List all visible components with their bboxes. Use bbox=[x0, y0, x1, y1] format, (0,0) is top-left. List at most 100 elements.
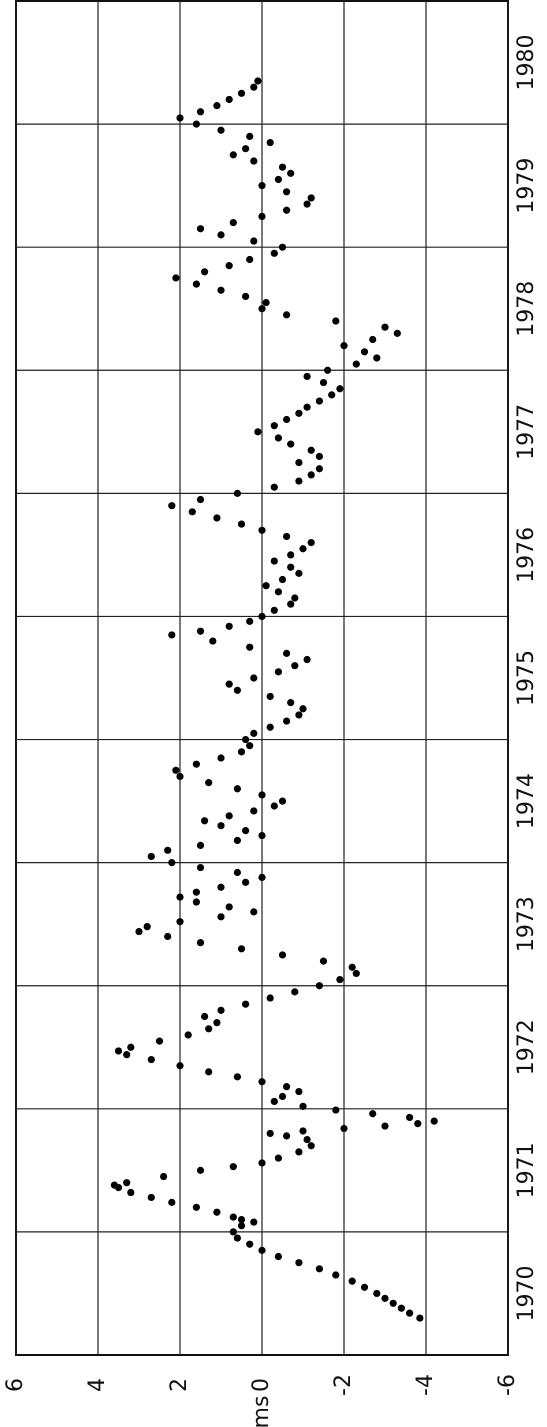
data-point bbox=[123, 1051, 131, 1059]
data-point bbox=[278, 163, 287, 171]
x-tick-label: 1973 bbox=[514, 896, 539, 952]
data-point bbox=[217, 231, 225, 239]
data-point bbox=[360, 348, 369, 356]
data-point bbox=[135, 927, 143, 936]
data-point bbox=[233, 1234, 241, 1242]
data-point bbox=[237, 89, 246, 97]
data-point bbox=[196, 495, 205, 504]
data-point bbox=[340, 1124, 348, 1133]
data-point bbox=[397, 1304, 405, 1312]
data-point bbox=[176, 1062, 184, 1070]
data-point bbox=[233, 489, 241, 497]
data-point bbox=[237, 520, 246, 528]
data-point bbox=[229, 1163, 237, 1171]
data-point bbox=[114, 1047, 123, 1055]
data-point bbox=[287, 551, 295, 559]
data-point bbox=[250, 674, 258, 682]
data-point bbox=[352, 969, 360, 978]
data-point bbox=[250, 83, 258, 91]
data-point bbox=[283, 415, 291, 424]
data-point bbox=[283, 311, 291, 319]
data-point bbox=[258, 305, 266, 313]
data-point bbox=[217, 126, 225, 134]
data-point bbox=[213, 102, 221, 110]
data-point bbox=[258, 1159, 266, 1167]
data-point bbox=[196, 841, 205, 850]
data-point bbox=[188, 508, 196, 516]
data-point bbox=[246, 132, 254, 140]
data-point bbox=[217, 913, 225, 921]
data-point bbox=[295, 477, 303, 485]
data-point bbox=[233, 836, 241, 845]
data-point bbox=[303, 655, 311, 664]
data-point bbox=[283, 206, 291, 214]
data-point bbox=[274, 175, 282, 184]
data-point bbox=[225, 680, 233, 688]
data-point bbox=[192, 760, 200, 768]
data-point bbox=[192, 1203, 200, 1211]
data-point bbox=[315, 1265, 323, 1273]
data-point bbox=[295, 569, 303, 577]
data-point bbox=[389, 1299, 397, 1307]
data-point bbox=[299, 1127, 307, 1135]
data-point bbox=[278, 575, 287, 584]
y-tick-label: 6 bbox=[3, 1378, 28, 1392]
data-point bbox=[205, 1068, 213, 1076]
data-point bbox=[381, 323, 389, 331]
data-point bbox=[258, 1246, 266, 1254]
data-point bbox=[291, 662, 299, 670]
data-point bbox=[332, 317, 340, 325]
x-tick-label: 1977 bbox=[514, 404, 539, 460]
data-point bbox=[266, 692, 274, 701]
data-point bbox=[258, 182, 266, 190]
x-tick-label: 1975 bbox=[514, 650, 539, 706]
data-point bbox=[246, 742, 254, 750]
data-point bbox=[270, 483, 278, 491]
data-point bbox=[217, 286, 225, 294]
data-point bbox=[414, 1119, 422, 1128]
data-point bbox=[123, 1179, 131, 1187]
data-point bbox=[213, 514, 221, 522]
data-point bbox=[258, 526, 266, 534]
data-point bbox=[336, 385, 344, 393]
data-point bbox=[315, 982, 323, 990]
data-point bbox=[233, 785, 241, 793]
data-point bbox=[233, 686, 241, 694]
data-point bbox=[254, 77, 262, 85]
data-point bbox=[229, 1228, 237, 1236]
data-point bbox=[196, 939, 205, 947]
data-point bbox=[205, 1025, 213, 1033]
data-point bbox=[283, 717, 291, 725]
data-point bbox=[283, 1083, 291, 1091]
data-point bbox=[315, 465, 323, 473]
data-point bbox=[242, 292, 250, 301]
data-point bbox=[242, 827, 250, 835]
data-point bbox=[225, 262, 233, 270]
data-point bbox=[307, 446, 315, 454]
data-point bbox=[192, 888, 200, 896]
data-point bbox=[270, 557, 278, 565]
data-point bbox=[127, 1043, 135, 1051]
data-point bbox=[250, 1218, 258, 1226]
data-point bbox=[373, 1289, 381, 1298]
data-point bbox=[217, 822, 225, 830]
data-point bbox=[360, 1283, 369, 1291]
data-point bbox=[242, 1000, 250, 1008]
data-point bbox=[299, 705, 307, 713]
data-point bbox=[217, 883, 225, 891]
y-tick-label: -6 bbox=[495, 1374, 520, 1396]
data-point bbox=[278, 1092, 287, 1101]
data-point bbox=[278, 243, 287, 251]
x-tick-label: 1976 bbox=[514, 527, 539, 583]
data-point bbox=[291, 988, 299, 996]
data-point bbox=[233, 868, 241, 877]
data-point bbox=[192, 120, 200, 128]
data-point bbox=[295, 1087, 303, 1096]
data-point bbox=[287, 169, 295, 177]
data-point bbox=[283, 649, 291, 657]
data-point bbox=[274, 1154, 282, 1162]
data-point bbox=[160, 1172, 168, 1181]
data-point bbox=[196, 1166, 205, 1174]
data-point bbox=[176, 918, 184, 926]
